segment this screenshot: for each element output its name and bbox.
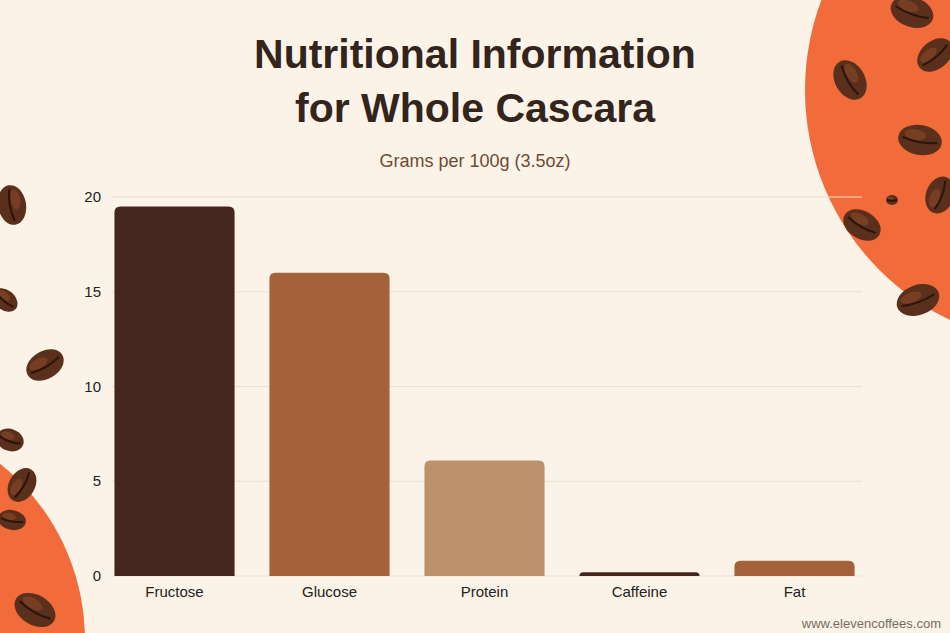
coffee-bean	[0, 508, 28, 533]
bean-crease	[935, 181, 947, 210]
coffee-bean	[892, 278, 944, 321]
bean-crease	[1, 518, 23, 523]
bean-body	[0, 283, 22, 316]
coffee-bean	[838, 203, 887, 247]
decor-shape	[805, 0, 950, 345]
x-tick-label: Caffeine	[612, 583, 668, 600]
bean-body	[886, 0, 938, 34]
coffee-bean	[886, 0, 938, 34]
coffee-bean	[8, 586, 61, 633]
bean-body	[21, 343, 70, 387]
subtitle: Grams per 100g (3.5oz)	[379, 151, 570, 171]
bar	[424, 460, 544, 576]
bean-body	[0, 425, 27, 455]
bar	[114, 206, 234, 576]
y-tick-label: 15	[84, 283, 101, 300]
bean-body	[886, 195, 898, 205]
bean-crease	[15, 473, 31, 499]
coffee-bean	[2, 463, 43, 507]
chart: Nutritional Information for Whole Cascara…	[0, 0, 950, 633]
bean-crease	[0, 436, 21, 445]
y-tick-label: 0	[93, 567, 101, 584]
bean-highlight	[927, 187, 943, 208]
bean-crease	[19, 601, 51, 621]
bean-crease	[923, 45, 949, 67]
coffee-bean	[0, 283, 22, 316]
coffee-bean	[911, 31, 950, 78]
bean-body	[892, 278, 944, 321]
grid-line	[112, 197, 862, 198]
x-tick-label: Glucose	[302, 583, 357, 600]
bean-body	[0, 508, 28, 533]
title: Nutritional Information for Whole Cascara	[254, 31, 696, 131]
bean-body	[838, 203, 887, 247]
title-line: Nutritional Information	[254, 31, 696, 77]
coffee-bean	[827, 54, 874, 105]
coffee-bean	[21, 343, 70, 387]
coffee-bean	[0, 425, 27, 455]
bean-crease	[895, 6, 929, 20]
bean-body	[911, 31, 950, 78]
bean-body	[920, 172, 950, 217]
coffee-bean	[886, 195, 898, 205]
coffee-bean	[896, 121, 945, 158]
bean-body	[0, 183, 29, 227]
bean-body	[827, 54, 874, 105]
source: www.elevencoffees.com	[801, 616, 941, 631]
bar	[579, 572, 699, 576]
bean-crease	[840, 65, 859, 95]
y-tick-label: 10	[84, 378, 101, 395]
bean-body	[2, 463, 43, 507]
bean-crease	[901, 294, 935, 308]
coffee-bean	[920, 172, 950, 217]
bean-crease	[902, 137, 937, 145]
x-tick-label: Fat	[784, 583, 807, 600]
bar	[734, 561, 854, 576]
x-tick-label: Fructose	[145, 583, 203, 600]
bars	[114, 206, 854, 576]
bean-body	[896, 121, 945, 158]
y-tick-label: 5	[93, 472, 101, 489]
bean-crease	[887, 199, 897, 202]
bean-body	[8, 586, 61, 633]
bean-crease	[0, 293, 14, 309]
bar	[269, 273, 389, 576]
x-tick-label: Protein	[461, 583, 509, 600]
title-line: for Whole Cascara	[295, 85, 656, 131]
decor-shape	[0, 415, 85, 633]
bean-crease	[847, 217, 876, 235]
bean-crease	[7, 189, 15, 221]
y-tick-label: 20	[84, 188, 101, 205]
bean-crease	[31, 357, 60, 375]
coffee-bean	[0, 183, 29, 227]
